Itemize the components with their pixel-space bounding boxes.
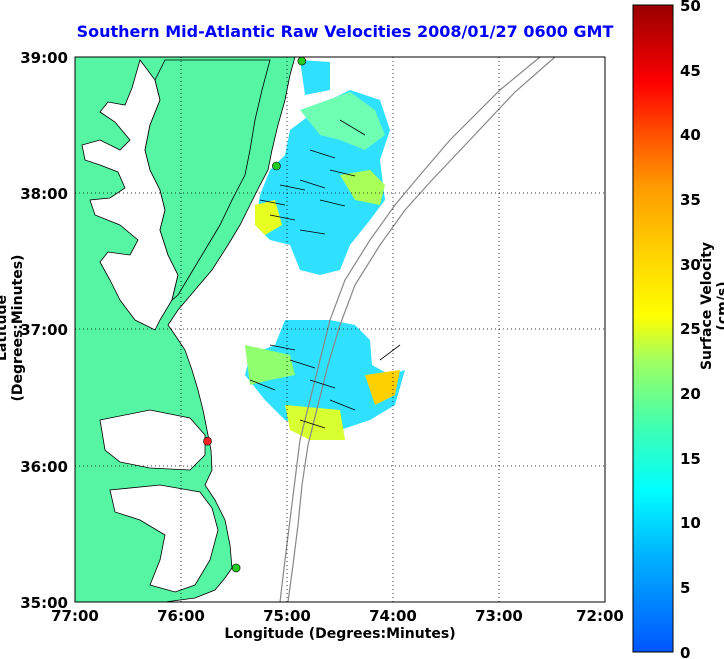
x-tick-label: 77:00: [51, 607, 99, 625]
y-tick-label: 38:00: [20, 185, 68, 203]
albemarle-sound: [109, 484, 219, 593]
x-axis-label: Longitude (Degrees:Minutes): [224, 626, 456, 642]
x-tick-label: 72:00: [576, 607, 624, 625]
y-tick-label: 36:00: [20, 458, 68, 476]
plot-frame: [74, 56, 606, 603]
colorbar-tick-label: 45: [680, 62, 701, 80]
map-title: Southern Mid-Atlantic Raw Velocities 200…: [76, 22, 614, 41]
grid: [75, 57, 605, 602]
colorbar-tick-label: 25: [680, 320, 701, 338]
x-tick-label: 76:00: [157, 607, 205, 625]
colorbar-tick-label: 10: [680, 514, 701, 532]
colorbar-tick-label: 50: [680, 0, 701, 15]
colorbar-tick-label: 35: [680, 191, 701, 209]
station-marker: [203, 436, 212, 446]
radar-stations: [203, 56, 307, 573]
y-axis-label: Latitude (Degrees:Minutes): [0, 254, 26, 402]
colorbar-tick-label: 5: [680, 579, 690, 597]
pamlico-sound: [99, 409, 206, 471]
colorbar-label: Surface Velocity (cm/s): [699, 241, 724, 371]
x-tick-label: 73:00: [475, 607, 523, 625]
x-tick-label: 75:00: [263, 607, 311, 625]
station-marker: [272, 161, 281, 171]
colorbar-tick-label: 40: [680, 126, 701, 144]
colorbar-tick-label: 20: [680, 385, 701, 403]
velocity-arrows: [249, 119, 401, 429]
colorbar-tick-label: 0: [680, 644, 690, 659]
delmarva-peninsula: [144, 59, 271, 302]
colorbar-tick-label: 30: [680, 256, 701, 274]
y-tick-label: 35:00: [20, 594, 68, 612]
depth-contours: [279, 56, 556, 603]
x-tick-label: 74:00: [369, 607, 417, 625]
colorbar: [632, 4, 674, 653]
colorbar-tick-label: 15: [680, 450, 701, 468]
station-marker: [231, 563, 241, 573]
y-tick-label: 37:00: [20, 321, 68, 339]
y-tick-label: 39:00: [20, 49, 68, 67]
station-marker: [297, 56, 307, 66]
